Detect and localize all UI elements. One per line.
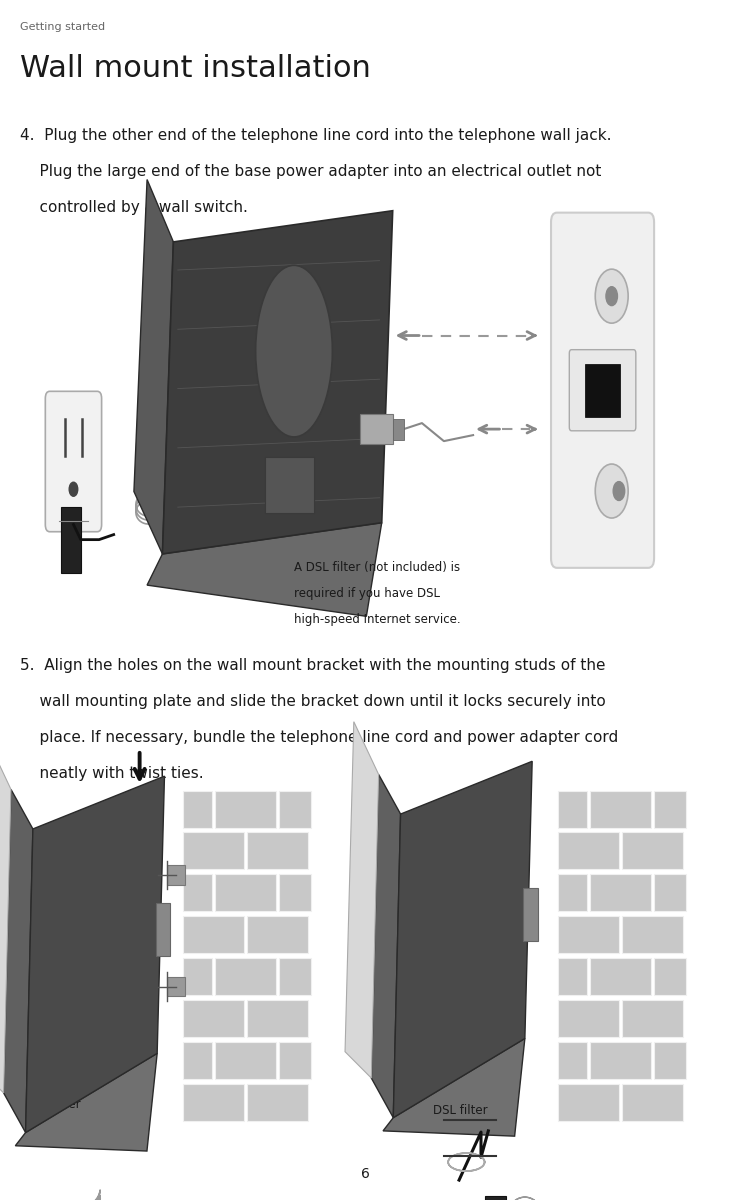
Bar (621, 1000, 683, 1037)
Bar (558, 1042, 587, 1079)
Bar (265, 457, 314, 514)
Bar (215, 1042, 276, 1079)
Bar (183, 1084, 244, 1121)
Text: 5.  Align the holes on the wall mount bracket with the mounting studs of the: 5. Align the holes on the wall mount bra… (20, 658, 606, 672)
Text: high-speed Internet service.: high-speed Internet service. (294, 613, 461, 626)
Bar (183, 916, 244, 953)
Circle shape (595, 464, 628, 518)
Text: Getting started: Getting started (20, 22, 105, 31)
Bar (393, 419, 404, 439)
Bar (558, 791, 587, 828)
Polygon shape (162, 211, 393, 554)
Bar (654, 958, 686, 995)
Bar (558, 833, 618, 870)
Bar (61, 506, 81, 572)
Circle shape (595, 269, 628, 323)
Bar (621, 833, 683, 870)
Bar (590, 958, 651, 995)
Text: 4.  Plug the other end of the telephone line cord into the telephone wall jack.: 4. Plug the other end of the telephone l… (20, 128, 612, 144)
Bar (215, 875, 276, 911)
Bar (183, 1000, 244, 1037)
Text: 6: 6 (361, 1166, 370, 1181)
FancyBboxPatch shape (45, 391, 102, 532)
Bar (279, 875, 311, 911)
Bar (654, 1042, 686, 1079)
Bar (247, 833, 308, 870)
Bar (215, 958, 276, 995)
Bar (167, 977, 185, 996)
Text: DSL filter: DSL filter (433, 1104, 488, 1117)
Polygon shape (134, 180, 173, 554)
Bar (247, 916, 308, 953)
Text: DSL filter: DSL filter (26, 1098, 80, 1111)
Bar (360, 414, 393, 444)
Text: A DSL filter (not included) is: A DSL filter (not included) is (294, 560, 460, 574)
Bar (485, 1195, 506, 1200)
Bar (247, 1000, 308, 1037)
Text: required if you have DSL: required if you have DSL (294, 587, 440, 600)
Bar (215, 791, 276, 828)
Bar (247, 1084, 308, 1121)
Bar (523, 888, 538, 941)
Polygon shape (371, 774, 401, 1117)
Bar (590, 791, 651, 828)
Polygon shape (4, 790, 33, 1133)
Bar (183, 875, 212, 911)
Polygon shape (15, 1054, 157, 1151)
Bar (183, 1042, 212, 1079)
Circle shape (613, 481, 625, 500)
Text: controlled by a wall switch.: controlled by a wall switch. (20, 200, 249, 216)
Bar (156, 902, 170, 955)
Polygon shape (147, 523, 382, 617)
Bar (558, 1000, 618, 1037)
Circle shape (606, 287, 618, 306)
Polygon shape (383, 1038, 525, 1136)
Text: wall mounting plate and slide the bracket down until it locks securely into: wall mounting plate and slide the bracke… (20, 694, 606, 708)
Bar (183, 833, 244, 870)
Text: Wall mount installation: Wall mount installation (20, 54, 371, 83)
Text: place. If necessary, bundle the telephone line cord and power adapter cord: place. If necessary, bundle the telephon… (20, 730, 618, 744)
Bar (558, 916, 618, 953)
Bar (167, 865, 185, 884)
Polygon shape (26, 776, 164, 1133)
Polygon shape (345, 721, 379, 1078)
Bar (279, 958, 311, 995)
Bar (183, 958, 212, 995)
Bar (183, 791, 212, 828)
Polygon shape (0, 737, 11, 1093)
Ellipse shape (256, 265, 333, 437)
Polygon shape (393, 761, 532, 1117)
Bar (621, 1084, 683, 1121)
Bar (654, 791, 686, 828)
Bar (279, 1042, 311, 1079)
Text: neatly with twist ties.: neatly with twist ties. (20, 766, 204, 781)
Bar (558, 958, 587, 995)
Bar (558, 875, 587, 911)
FancyBboxPatch shape (551, 212, 654, 568)
Bar (279, 791, 311, 828)
Text: Plug the large end of the base power adapter into an electrical outlet not: Plug the large end of the base power ada… (20, 164, 602, 179)
Bar (654, 875, 686, 911)
Bar (585, 364, 620, 416)
Bar (558, 1084, 618, 1121)
Bar (590, 875, 651, 911)
Circle shape (69, 482, 77, 497)
Bar (621, 916, 683, 953)
Bar (590, 1042, 651, 1079)
FancyBboxPatch shape (569, 349, 636, 431)
